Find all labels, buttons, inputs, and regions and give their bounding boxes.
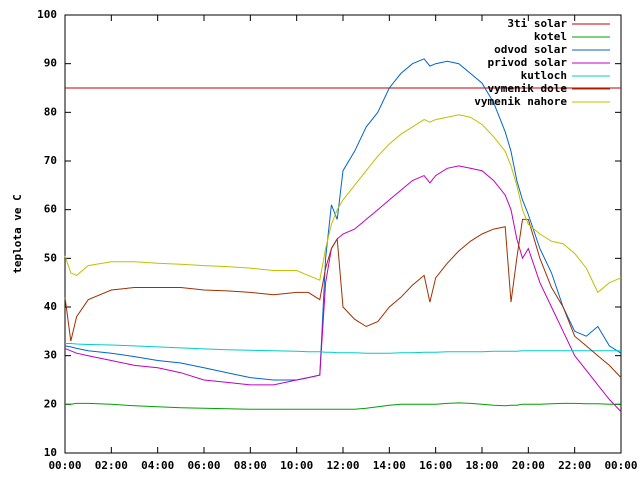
legend-label: kotel (534, 30, 567, 43)
x-tick-label: 22:00 (558, 459, 591, 472)
series-line (64, 114, 622, 294)
x-tick-label: 04:00 (141, 459, 174, 472)
series-line (64, 165, 622, 412)
legend-label: vymenik dole (488, 82, 568, 95)
x-tick-label: 14:00 (373, 459, 406, 472)
x-tick-label: 00:00 (604, 459, 637, 472)
y-axis-label: teplota ve C (11, 194, 24, 273)
series-line (65, 402, 621, 410)
x-tick-label: 06:00 (187, 459, 220, 472)
series-line (65, 343, 621, 354)
legend-label: odvod solar (494, 43, 567, 56)
y-tick-label: 40 (44, 300, 57, 313)
x-tick-label: 12:00 (326, 459, 359, 472)
x-tick-label: 02:00 (95, 459, 128, 472)
x-tick-label: 20:00 (512, 459, 545, 472)
y-tick-label: 70 (44, 154, 57, 167)
series-line (64, 218, 622, 378)
y-tick-label: 30 (44, 349, 57, 362)
series-line (64, 58, 622, 381)
y-tick-label: 10 (44, 446, 57, 459)
y-tick-label: 80 (44, 105, 57, 118)
legend-label: privod solar (488, 56, 568, 69)
y-tick-label: 100 (37, 8, 57, 21)
x-tick-label: 10:00 (280, 459, 313, 472)
legend-label: 3ti solar (507, 17, 567, 30)
x-tick-label: 18:00 (465, 459, 498, 472)
x-tick-label: 00:00 (48, 459, 81, 472)
y-tick-label: 90 (44, 57, 57, 70)
y-tick-label: 60 (44, 203, 57, 216)
y-tick-label: 20 (44, 397, 57, 410)
x-tick-label: 08:00 (234, 459, 267, 472)
y-tick-label: 50 (44, 251, 57, 264)
x-tick-label: 16:00 (419, 459, 452, 472)
legend-label: kutloch (521, 69, 567, 82)
legend-label: vymenik nahore (474, 95, 567, 108)
